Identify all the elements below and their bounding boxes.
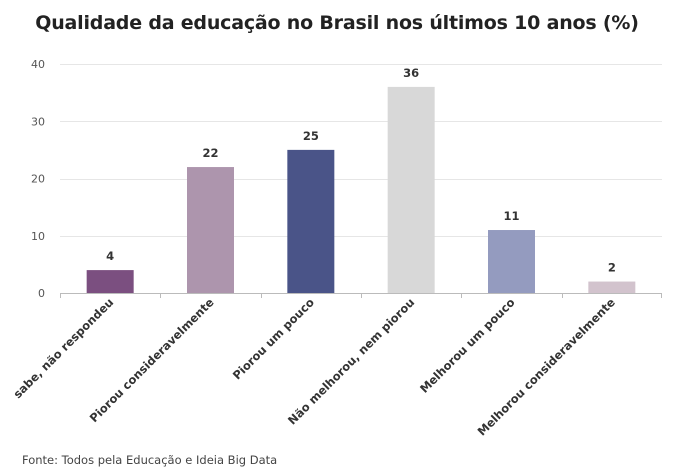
data-label: 22	[202, 146, 218, 160]
x-axis-ticks	[60, 293, 662, 298]
bar	[86, 270, 134, 293]
data-label: 36	[403, 66, 419, 80]
bar	[187, 167, 234, 293]
y-tick-label: 40	[31, 58, 45, 71]
data-label: 4	[106, 249, 114, 263]
data-label: 25	[303, 129, 319, 143]
data-labels: 4 22 25 36 11 2	[106, 66, 616, 275]
y-tick-label: 30	[31, 115, 45, 128]
source-note: Fonte: Todos pela Educação e Ideia Big D…	[22, 453, 278, 467]
y-tick-label: 20	[31, 173, 45, 186]
data-label: 2	[608, 261, 616, 275]
bar	[387, 86, 435, 294]
chart-title: Qualidade da educação no Brasil nos últi…	[35, 12, 639, 34]
gridlines	[60, 64, 662, 237]
x-tick-label: sabe, não respondeu	[10, 295, 116, 401]
bars	[86, 86, 636, 294]
y-tick-label: 0	[38, 287, 45, 300]
bar	[488, 230, 535, 293]
y-tick-label: 10	[31, 230, 45, 243]
x-tick-label: Melhorou um pouco	[417, 295, 518, 396]
y-axis-ticks: 0 10 20 30 40	[31, 58, 45, 300]
bar	[588, 281, 636, 293]
x-tick-label: Piorou um pouco	[230, 295, 317, 382]
data-label: 11	[503, 209, 519, 223]
bar	[287, 149, 335, 293]
